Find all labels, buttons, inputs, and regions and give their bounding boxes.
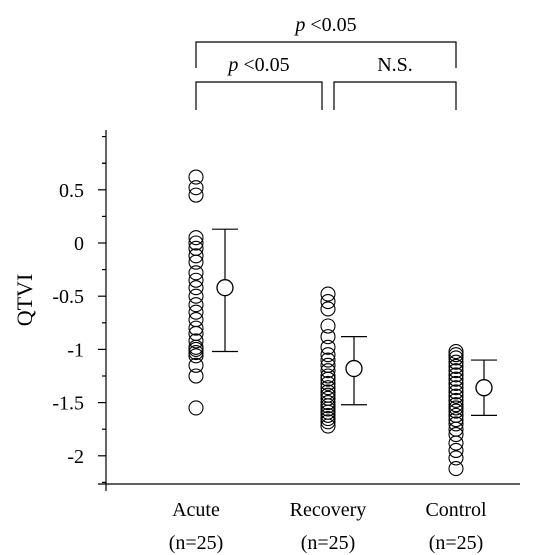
- data-point: [448, 358, 464, 374]
- data-point: [188, 304, 204, 320]
- x-category-label: Recovery: [290, 499, 367, 521]
- data-point: [188, 187, 204, 203]
- data-point: [320, 371, 336, 387]
- data-point: [188, 357, 204, 373]
- data-point: [320, 401, 336, 417]
- y-tick-label: -1: [67, 339, 84, 361]
- data-point: [320, 418, 336, 434]
- significance-bracket: [195, 81, 323, 110]
- y-tick-label: -1.5: [52, 393, 84, 415]
- data-point: [320, 380, 336, 396]
- significance-label: p <0.05: [293, 14, 356, 36]
- data-point: [320, 318, 336, 334]
- data-point: [448, 388, 464, 404]
- data-point: [320, 411, 336, 427]
- data-point: [448, 426, 464, 443]
- data-point: [320, 286, 336, 302]
- x-category-labels: Acute (n=25) Recovery (n=25) Control (n=25): [169, 499, 487, 554]
- data-point: [448, 384, 464, 400]
- data-point: [188, 333, 204, 349]
- data-point: [320, 407, 336, 423]
- data-point: [448, 380, 464, 396]
- axes: [98, 130, 520, 491]
- mean-marker: [345, 359, 363, 378]
- data-point: [320, 414, 336, 430]
- data-point: [448, 416, 464, 432]
- significance-label: p <0.05: [226, 54, 289, 76]
- data-point: [188, 400, 204, 416]
- data-point: [188, 288, 204, 304]
- data-point: [448, 392, 464, 409]
- data-point: [188, 341, 204, 357]
- data-point: [320, 329, 336, 345]
- data-point: [320, 398, 336, 414]
- data-point: [188, 235, 204, 251]
- data-point: [448, 397, 464, 413]
- data-point: [320, 339, 336, 355]
- data-point: [448, 363, 464, 379]
- data-point: [188, 230, 204, 246]
- data-point: [320, 395, 336, 411]
- data-point: [448, 347, 464, 363]
- data-point: [188, 348, 204, 364]
- mean-marker: [475, 379, 493, 397]
- x-sample-size-label: (n=25): [429, 532, 484, 554]
- data-point: [448, 400, 464, 416]
- data-point: [320, 352, 336, 368]
- data-point: [448, 403, 464, 419]
- significance-bracket: [195, 41, 457, 68]
- data-point: [448, 367, 464, 383]
- data-point: [188, 265, 204, 281]
- data-point: [448, 442, 464, 459]
- significance-bracket: [333, 81, 457, 110]
- x-sample-size-label: (n=25): [169, 532, 224, 554]
- data-point: [448, 343, 464, 360]
- y-tick-label: -0.5: [52, 286, 84, 308]
- data-point: [320, 293, 336, 310]
- data-point: [188, 254, 204, 270]
- data-point: [320, 347, 336, 363]
- data-point: [188, 320, 204, 336]
- data-point: [448, 412, 464, 428]
- data-point: [188, 248, 204, 264]
- data-point: [188, 368, 204, 384]
- data-points: [188, 169, 464, 477]
- data-point: [448, 450, 464, 466]
- data-point: [448, 350, 464, 366]
- significance-label: N.S.: [377, 54, 413, 76]
- y-tick-label: 0: [74, 233, 84, 255]
- data-point: [320, 375, 336, 391]
- y-tick-label: -2: [67, 446, 84, 468]
- data-point: [448, 461, 464, 477]
- data-point: [320, 363, 336, 379]
- significance-brackets: p <0.05p <0.05 N.S.: [195, 14, 457, 110]
- y-axis-label: QTVI: [12, 274, 37, 327]
- data-point: [188, 345, 204, 361]
- data-point: [448, 354, 464, 370]
- data-point: [188, 169, 204, 185]
- x-sample-size-label: (n=25): [301, 532, 356, 554]
- data-point: [320, 301, 336, 317]
- data-point: [320, 368, 336, 384]
- data-point: [188, 272, 204, 288]
- mean-error-bars: [212, 228, 497, 416]
- data-point: [188, 280, 204, 296]
- data-point: [188, 297, 204, 313]
- x-category-label: Acute: [172, 499, 220, 521]
- y-tick-label: 0.5: [59, 180, 84, 202]
- data-point: [448, 371, 464, 387]
- data-point: [188, 180, 204, 196]
- mean-marker: [216, 279, 234, 297]
- data-point: [448, 435, 464, 451]
- y-ticks: -2 -1.5 -1 -0.5 0 0.5: [52, 136, 106, 483]
- x-category-label: Control: [425, 499, 487, 521]
- data-point: [448, 375, 464, 391]
